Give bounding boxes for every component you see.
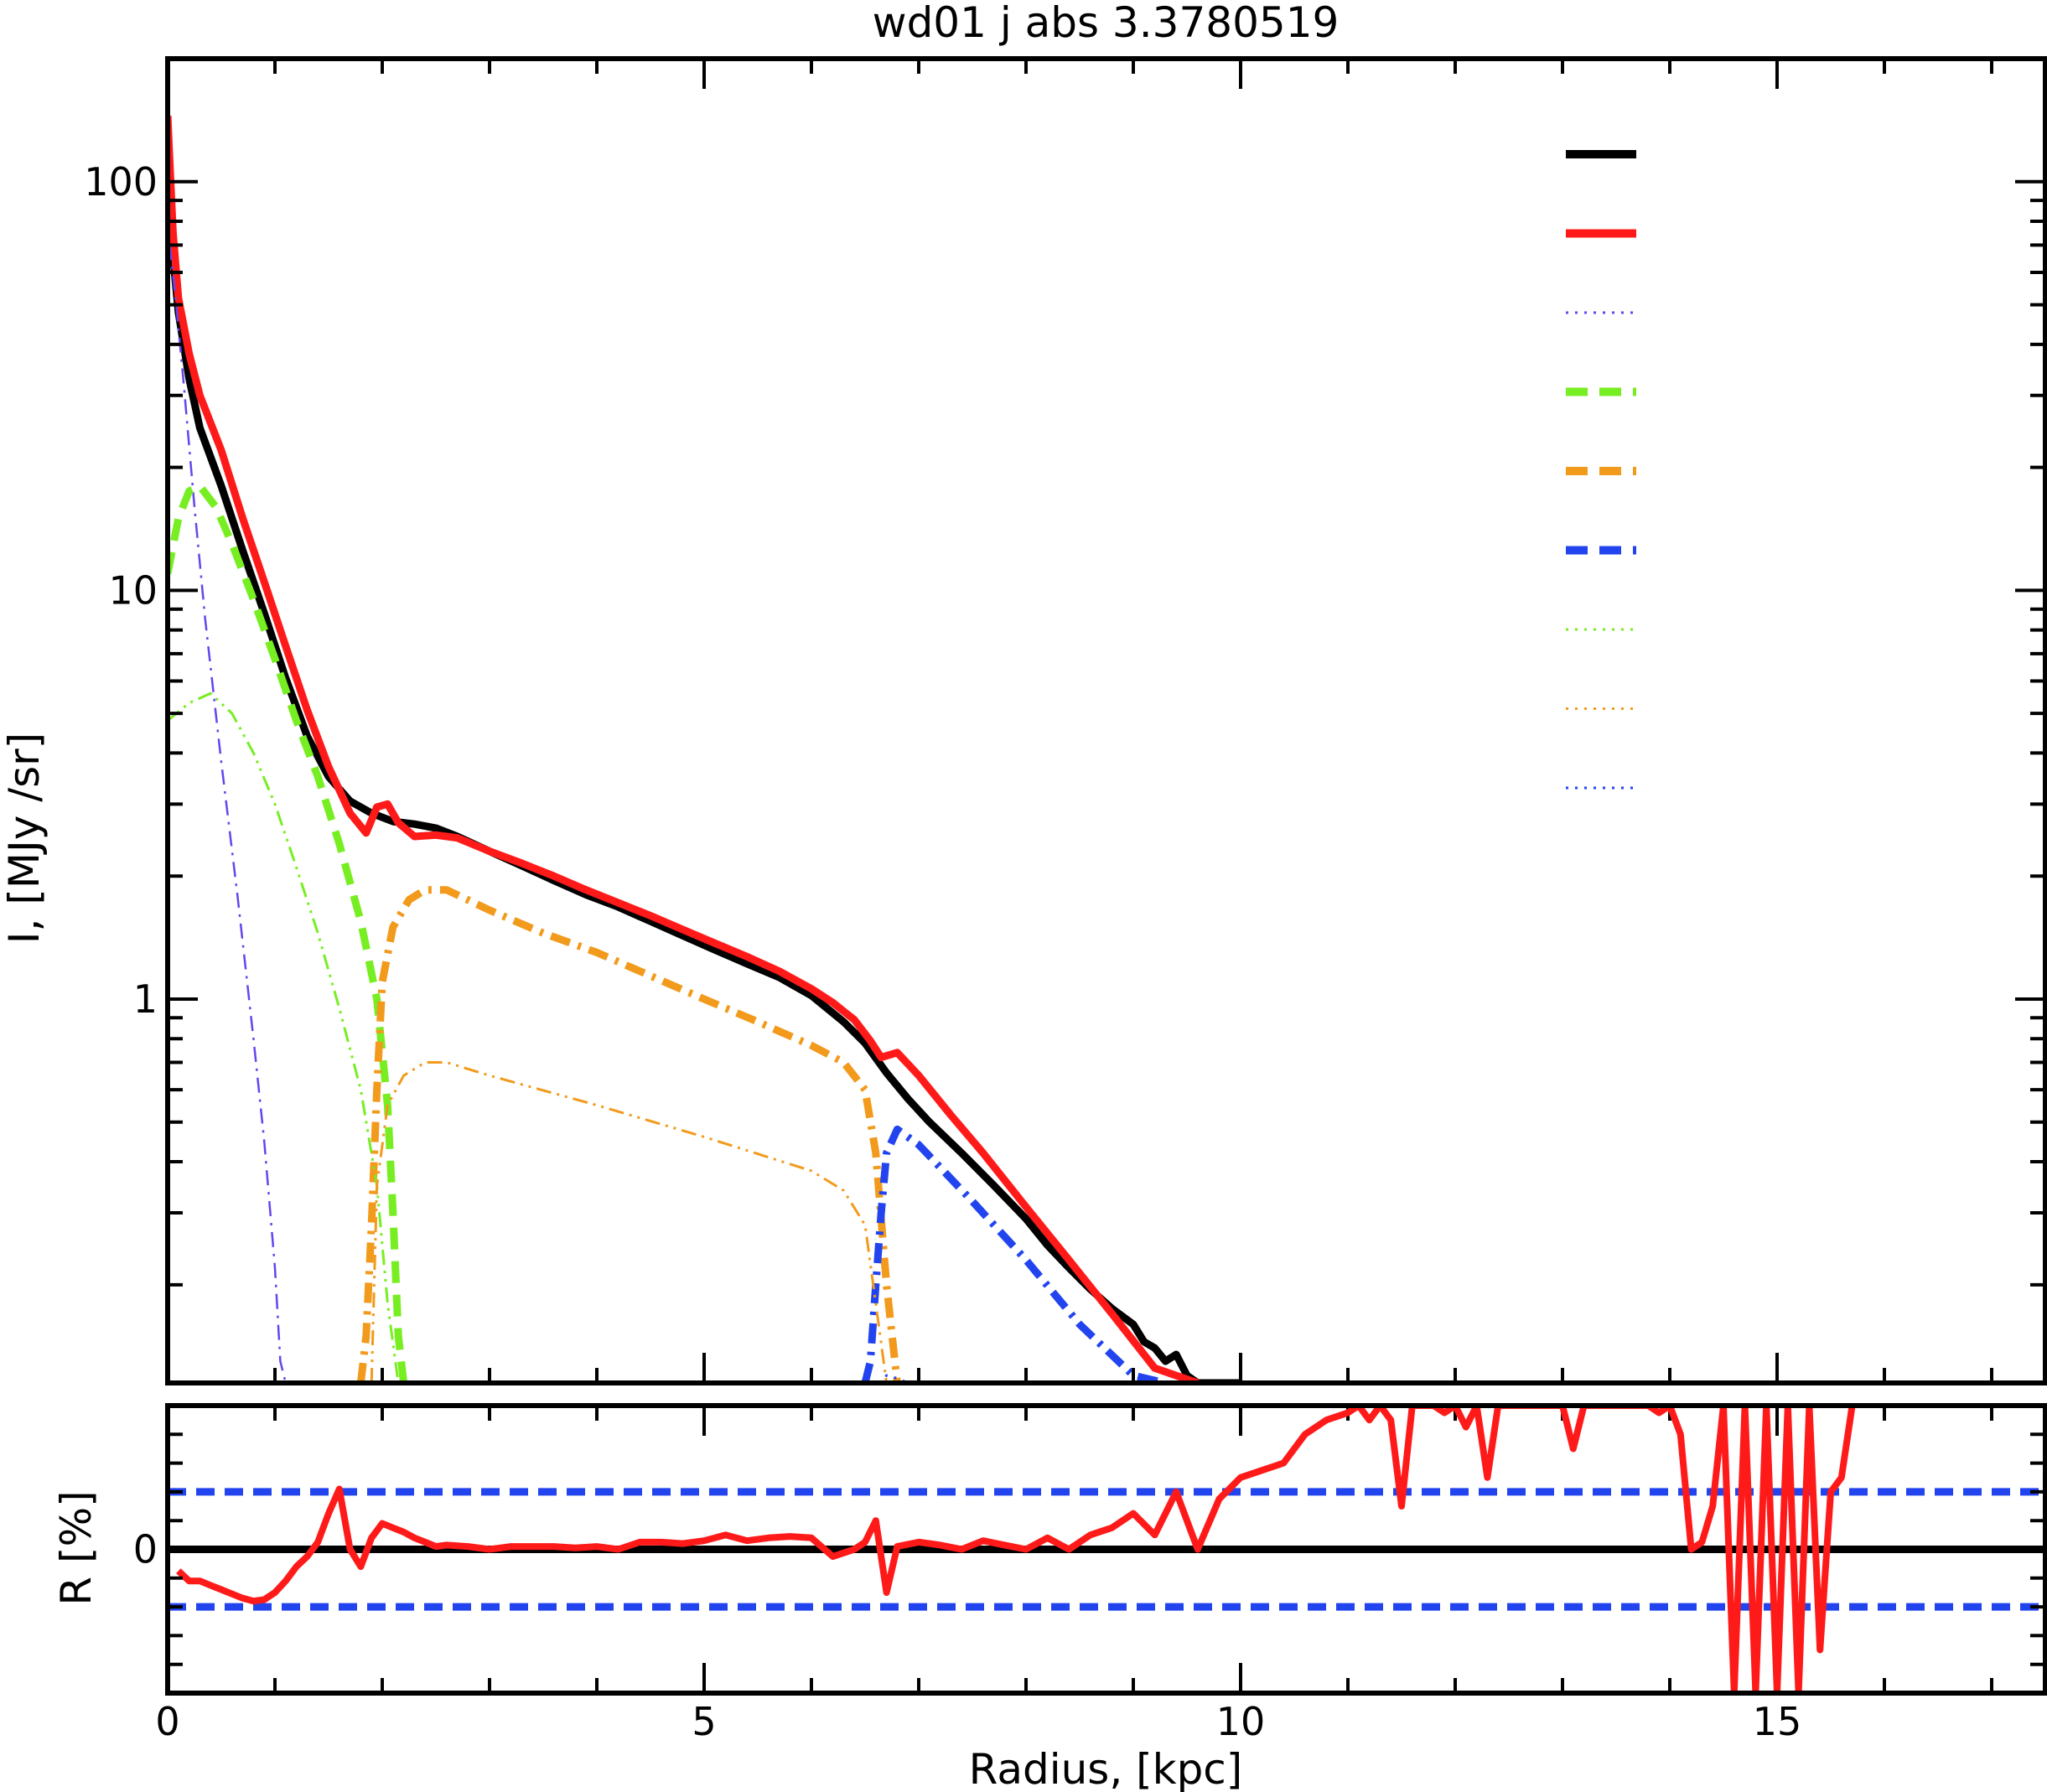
main-plot-frame xyxy=(165,56,2047,1385)
residual-series-line xyxy=(176,1406,1856,1693)
series-line-6 xyxy=(861,1125,1167,1383)
chart-title: wd01 j abs 3.3780519 xyxy=(873,0,1340,47)
series-line-8 xyxy=(370,1061,889,1383)
x-tick-label: 10 xyxy=(1216,1699,1266,1744)
y-tick-label: 1 xyxy=(133,976,158,1022)
residual-y-tick-label: 0 xyxy=(133,1527,158,1572)
x-tick-label: 5 xyxy=(692,1699,716,1744)
x-tick-label: 0 xyxy=(155,1699,179,1744)
x-axis-label: Radius, [kpc] xyxy=(969,1745,1243,1792)
x-tick-label: 15 xyxy=(1753,1699,1802,1744)
series-line-3 xyxy=(168,245,288,1383)
y-axis-label-main: I, [MJy /sr] xyxy=(0,733,49,944)
residual-plot-area xyxy=(168,1406,2045,1693)
y-axis-label-residual: R [%] xyxy=(52,1490,101,1605)
main-plot-area xyxy=(168,115,1241,1383)
series-line-4 xyxy=(168,482,408,1383)
series-line-9 xyxy=(870,1374,919,1383)
series-line-1 xyxy=(168,199,1241,1383)
series-line-7 xyxy=(168,691,400,1383)
y-tick-label: 10 xyxy=(108,567,158,613)
series-line-2 xyxy=(168,115,1200,1383)
main-axis-ticks: 0 5 10 15 1 10 100 xyxy=(84,57,2045,1744)
y-tick-label: 100 xyxy=(84,159,158,205)
residual-plot-frame xyxy=(165,1403,2047,1696)
series-line-5 xyxy=(356,886,901,1383)
legend xyxy=(1566,150,1636,790)
